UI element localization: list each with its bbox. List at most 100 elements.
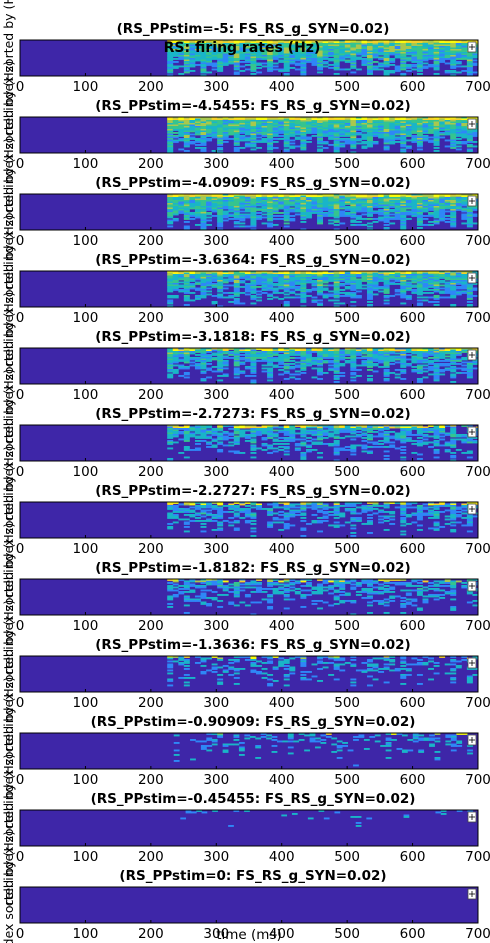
x-tick-label: 300 (203, 79, 229, 95)
heatmap-cell (461, 41, 468, 44)
plus-sign-icon[interactable] (467, 272, 477, 284)
heatmap-cell (416, 64, 423, 66)
heatmap-cell (278, 70, 285, 72)
heatmap-cell (250, 369, 257, 371)
heatmap-cell (405, 213, 412, 216)
heatmap-cell (411, 40, 418, 42)
heatmap-cell (305, 203, 312, 205)
heatmap-cell (439, 216, 446, 219)
heatmap-cell (267, 46, 274, 48)
heatmap-cell (322, 194, 329, 196)
heatmap-cell (333, 355, 340, 358)
heatmap-cell (411, 46, 418, 48)
heatmap-cell (172, 195, 179, 198)
heatmap-cell (183, 53, 190, 56)
heatmap-cell (194, 213, 201, 216)
heatmap-cell (439, 218, 446, 220)
heatmap-cell (183, 290, 190, 293)
heatmap-cell (178, 200, 185, 202)
heatmap-cell (256, 432, 262, 435)
heatmap-cell (283, 425, 290, 427)
heatmap-cell (372, 364, 379, 367)
heatmap-cell (222, 130, 229, 133)
heatmap-cell (461, 349, 468, 352)
heatmap-cell (194, 120, 201, 122)
heatmap-cell (289, 290, 296, 293)
heatmap-cell (289, 373, 296, 376)
heatmap-cell (450, 129, 457, 131)
heatmap-cell (261, 194, 268, 196)
heatmap-cell (194, 43, 201, 45)
heatmap-cell (361, 58, 368, 60)
heatmap-cell (372, 44, 379, 47)
heatmap-cell (178, 360, 185, 362)
heatmap-cell (233, 56, 240, 59)
heatmap-cell (444, 70, 451, 72)
heatmap-cell (400, 354, 407, 356)
plus-sign-icon[interactable] (467, 349, 477, 361)
heatmap-cell (283, 206, 290, 208)
heatmap-cell (211, 203, 218, 205)
heatmap-cell (394, 204, 401, 207)
heatmap-cell (289, 209, 296, 211)
heatmap-cell (289, 432, 296, 435)
heatmap-cell (267, 44, 274, 47)
heatmap-cell (178, 50, 185, 53)
heatmap-cell (350, 133, 357, 136)
heatmap-cell (455, 287, 462, 290)
heatmap-cell (305, 348, 312, 350)
heatmap-cell (367, 49, 373, 51)
heatmap-cell (211, 428, 218, 430)
heatmap-cell (256, 355, 262, 358)
heatmap-cell (222, 141, 229, 143)
heatmap-cell (428, 280, 434, 282)
heatmap-cell (344, 361, 351, 364)
heatmap-cell (250, 198, 257, 201)
heatmap-cell (433, 59, 440, 62)
heatmap-cell (444, 207, 451, 210)
heatmap-cell (178, 148, 185, 151)
heatmap-cell (261, 213, 268, 216)
heatmap-cell (172, 372, 179, 374)
heatmap-cell (228, 215, 235, 217)
subplot-title: (RS_PPstim=-5: FS_RS_g_SYN=0.02) (117, 21, 390, 37)
heatmap-cell (367, 44, 373, 47)
heatmap-cell (333, 292, 340, 294)
heatmap-cell (383, 277, 390, 279)
heatmap-cell (439, 369, 446, 371)
heatmap-cell (217, 49, 224, 51)
heatmap-cell (200, 222, 207, 225)
plus-sign-icon[interactable] (467, 41, 477, 53)
heatmap-cell (433, 118, 440, 121)
heatmap-cell (189, 49, 196, 51)
heatmap-cell (200, 431, 207, 433)
heatmap-cell (389, 272, 396, 275)
heatmap-cell (311, 426, 318, 429)
heatmap-cell (217, 67, 224, 69)
heatmap-cell (244, 207, 251, 210)
heatmap-cell (206, 355, 213, 358)
heatmap-cell (167, 376, 174, 379)
x-tick-label: 400 (269, 233, 295, 249)
heatmap-cell (167, 118, 174, 121)
heatmap-cell (389, 222, 396, 225)
heatmap-cell (311, 351, 318, 353)
heatmap-cell (455, 46, 462, 48)
heatmap-cell (333, 62, 340, 65)
plus-sign-icon[interactable] (467, 195, 477, 207)
heatmap-cell (300, 305, 307, 308)
heatmap-cell (194, 124, 201, 127)
heatmap-cell (394, 361, 401, 364)
heatmap-cell (278, 117, 285, 119)
heatmap-cell (278, 127, 285, 130)
plus-sign-icon[interactable] (467, 118, 477, 130)
heatmap-cell (322, 277, 329, 279)
heatmap-cell (261, 431, 268, 433)
heatmap-cell (400, 41, 407, 44)
heatmap-cell (433, 136, 440, 139)
heatmap-cell (233, 429, 240, 432)
heatmap-cell (444, 195, 451, 198)
heatmap-cell (383, 352, 390, 355)
heatmap-cell (167, 47, 174, 50)
heatmap-cell (289, 142, 296, 145)
